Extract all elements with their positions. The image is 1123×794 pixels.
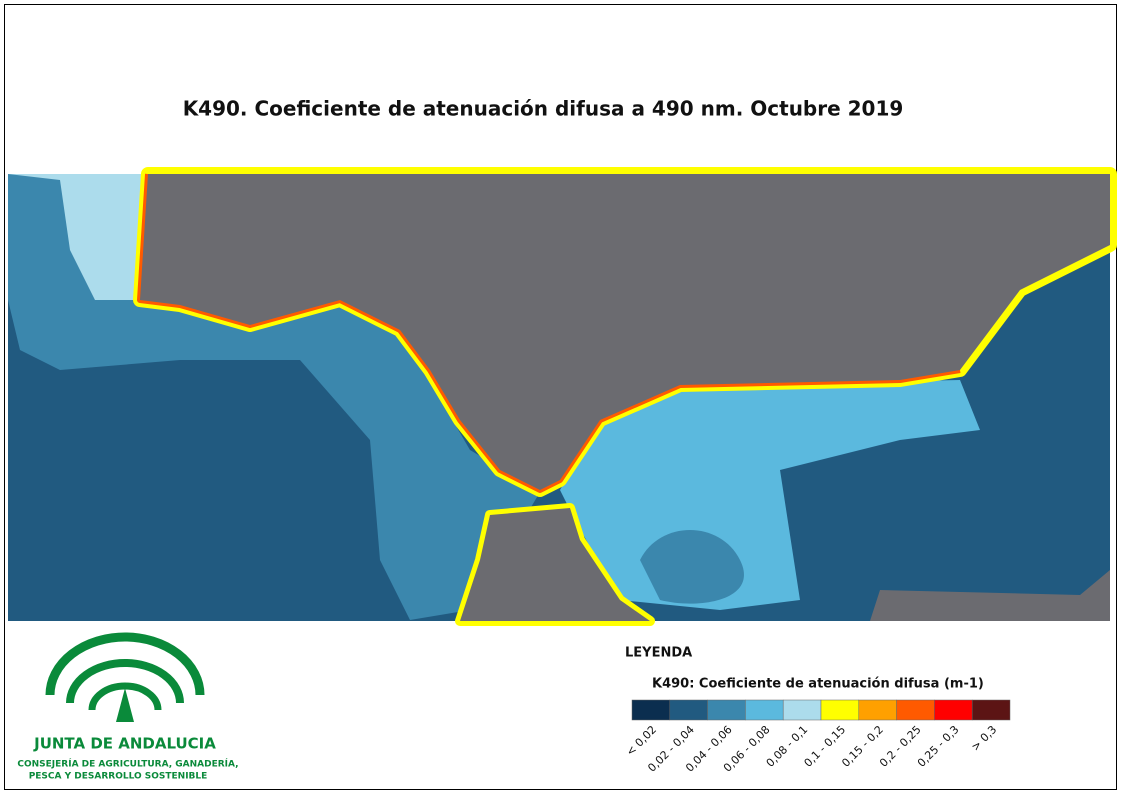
shelf-atlantic bbox=[8, 174, 540, 620]
legend-swatch bbox=[896, 699, 935, 721]
logo-line: CONSEJERÍA DE AGRICULTURA, GANADERÍA, bbox=[17, 758, 238, 770]
logo-column bbox=[116, 688, 134, 722]
legend-swatch bbox=[858, 699, 897, 721]
logo-arc bbox=[88, 682, 162, 711]
land-africa-east bbox=[870, 570, 1110, 621]
legend-swatch bbox=[971, 699, 1011, 721]
logo-name: JUNTA DE ANDALUCIA bbox=[33, 735, 216, 753]
map bbox=[8, 167, 1117, 626]
logo-arc bbox=[45, 632, 205, 696]
alboran-basin bbox=[640, 530, 744, 604]
coastal-water bbox=[8, 174, 148, 300]
land-iberia bbox=[140, 174, 1110, 490]
legend-swatch bbox=[669, 699, 708, 721]
logo-arc bbox=[66, 659, 184, 704]
legend-swatch bbox=[820, 699, 860, 721]
land-africa bbox=[460, 508, 650, 621]
legend-heading: LEYENDA bbox=[625, 646, 692, 661]
legend-swatch bbox=[707, 699, 746, 721]
legend-swatch bbox=[745, 699, 784, 721]
legend-swatch bbox=[631, 699, 671, 721]
legend-title: K490: Coeficiente de atenuación difusa (… bbox=[652, 677, 984, 692]
map-title: K490. Coeficiente de atenuación difusa a… bbox=[183, 97, 904, 121]
logo: JUNTA DE ANDALUCIA CONSEJERÍA DE AGRICUL… bbox=[17, 632, 239, 782]
legend-swatch bbox=[934, 699, 973, 721]
legend-swatch bbox=[782, 699, 822, 721]
logo-line: PESCA Y DESARROLLO SOSTENIBLE bbox=[29, 772, 208, 782]
